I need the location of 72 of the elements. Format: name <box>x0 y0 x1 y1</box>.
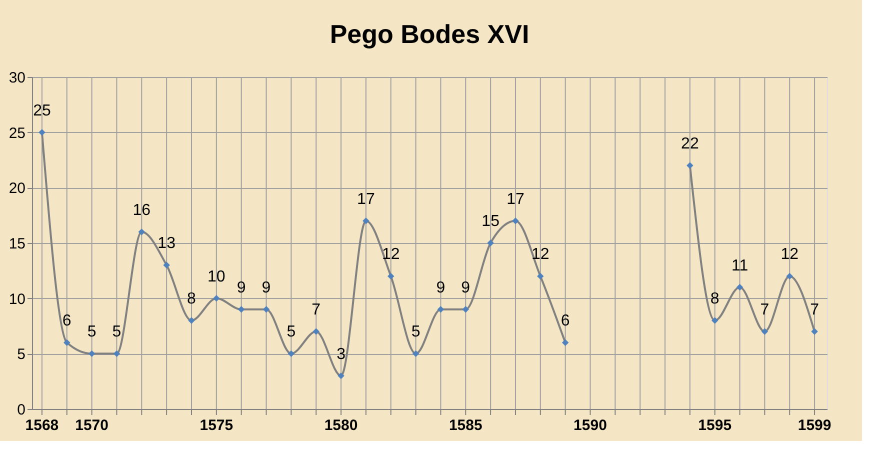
x-tick-label: 1599 <box>798 417 832 434</box>
y-tick-label: 10 <box>8 290 26 308</box>
y-tick-label: 15 <box>8 236 26 252</box>
data-label: 15 <box>482 213 500 230</box>
point <box>388 272 394 280</box>
point <box>412 350 420 358</box>
point <box>712 317 718 324</box>
data-label: 12 <box>382 246 400 264</box>
data-label: 9 <box>262 279 271 296</box>
y-tick-label: 0 <box>17 402 26 418</box>
point <box>761 328 768 335</box>
data-label: 9 <box>461 279 470 296</box>
point <box>138 228 146 236</box>
x-tick-label: 1568 <box>25 417 59 434</box>
data-label: 5 <box>112 324 122 341</box>
data-label: 3 <box>336 346 346 363</box>
data-label: 8 <box>710 290 720 308</box>
y-tick-label: 20 <box>8 180 26 198</box>
point <box>537 272 544 280</box>
point <box>512 218 519 224</box>
data-label: 9 <box>436 279 446 296</box>
data-label: 6 <box>62 312 72 330</box>
data-label: 7 <box>810 302 820 319</box>
data-label: 5 <box>286 324 296 341</box>
x-tick-label: 1590 <box>574 417 607 434</box>
point <box>88 350 96 358</box>
x-tick-label: 1595 <box>698 417 732 434</box>
data-label: 10 <box>208 268 226 286</box>
y-tick-label: 25 <box>8 124 26 142</box>
point <box>312 328 320 335</box>
point <box>362 218 370 224</box>
chart-title: Pego Bodes XVI <box>330 19 530 49</box>
point <box>213 294 220 302</box>
point <box>64 339 70 346</box>
x-tick-label: 1580 <box>324 417 358 434</box>
data-label: 6 <box>560 312 570 330</box>
point <box>437 306 444 313</box>
point <box>338 372 344 380</box>
point <box>811 328 818 335</box>
point <box>786 272 793 280</box>
point <box>686 162 694 169</box>
data-label: 12 <box>532 246 550 264</box>
data-label: 5 <box>87 324 96 341</box>
point <box>736 284 744 291</box>
data-label: 25 <box>33 102 51 120</box>
data-label: 22 <box>681 136 699 153</box>
data-label: 5 <box>411 324 420 341</box>
point <box>562 339 569 346</box>
y-tick-label: 5 <box>17 346 26 364</box>
point <box>262 306 270 313</box>
data-label: 8 <box>187 290 196 308</box>
x-tick-label: 1570 <box>75 417 108 434</box>
data-label: 7 <box>312 302 321 319</box>
data-label: 17 <box>357 190 375 208</box>
point <box>38 128 46 136</box>
point <box>188 317 195 324</box>
data-label: 9 <box>236 279 246 296</box>
data-label: 13 <box>158 235 176 252</box>
x-tick-label: 1575 <box>200 417 234 434</box>
point <box>487 240 494 246</box>
point <box>462 306 469 313</box>
point <box>288 350 295 358</box>
data-label: 7 <box>760 302 770 319</box>
data-label: 11 <box>731 257 748 274</box>
x-tick-label: 1585 <box>448 417 482 434</box>
point <box>163 262 170 268</box>
point <box>238 306 245 313</box>
data-label: 12 <box>780 246 799 264</box>
data-label: 16 <box>132 202 151 219</box>
point <box>113 350 120 358</box>
y-tick-label: 30 <box>8 70 26 86</box>
data-label: 17 <box>506 190 524 208</box>
